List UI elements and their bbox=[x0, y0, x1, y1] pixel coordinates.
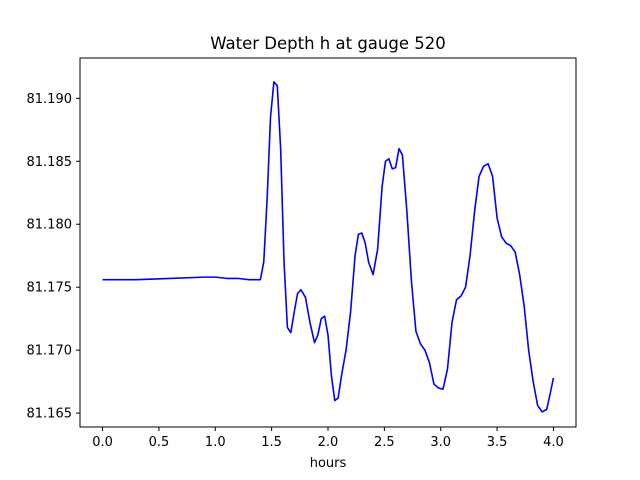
x-tick-label: 0.5 bbox=[149, 435, 170, 450]
x-tick-label: 1.0 bbox=[205, 435, 226, 450]
y-tick-label: 81.185 bbox=[27, 155, 73, 170]
x-tick-label: 2.5 bbox=[374, 435, 395, 450]
series-line-0 bbox=[102, 81, 555, 413]
chart-title: Water Depth h at gauge 520 bbox=[210, 34, 445, 53]
x-tick-label: 2.0 bbox=[318, 435, 339, 450]
x-tick-label: 3.5 bbox=[487, 435, 508, 450]
plot-area bbox=[79, 57, 577, 428]
x-axis-label: hours bbox=[310, 456, 347, 471]
y-axis: 81.165 81.170 81.175 81.180 81.185 81.190 bbox=[27, 92, 80, 422]
y-tick-label: 81.170 bbox=[27, 344, 73, 359]
y-tick-label: 81.180 bbox=[27, 218, 73, 233]
y-tick-label: 81.190 bbox=[27, 92, 73, 107]
plot-frame bbox=[79, 57, 577, 428]
x-tick-label: 3.0 bbox=[430, 435, 451, 450]
x-tick-label: 0.0 bbox=[92, 435, 113, 450]
x-axis: 0.0 0.5 1.0 1.5 2.0 2.5 3.0 3.5 4.0 bbox=[92, 427, 564, 450]
x-tick-label: 1.5 bbox=[261, 435, 282, 450]
y-tick-label: 81.165 bbox=[27, 407, 73, 422]
y-tick-label: 81.175 bbox=[27, 281, 73, 296]
x-tick-label: 4.0 bbox=[543, 435, 564, 450]
